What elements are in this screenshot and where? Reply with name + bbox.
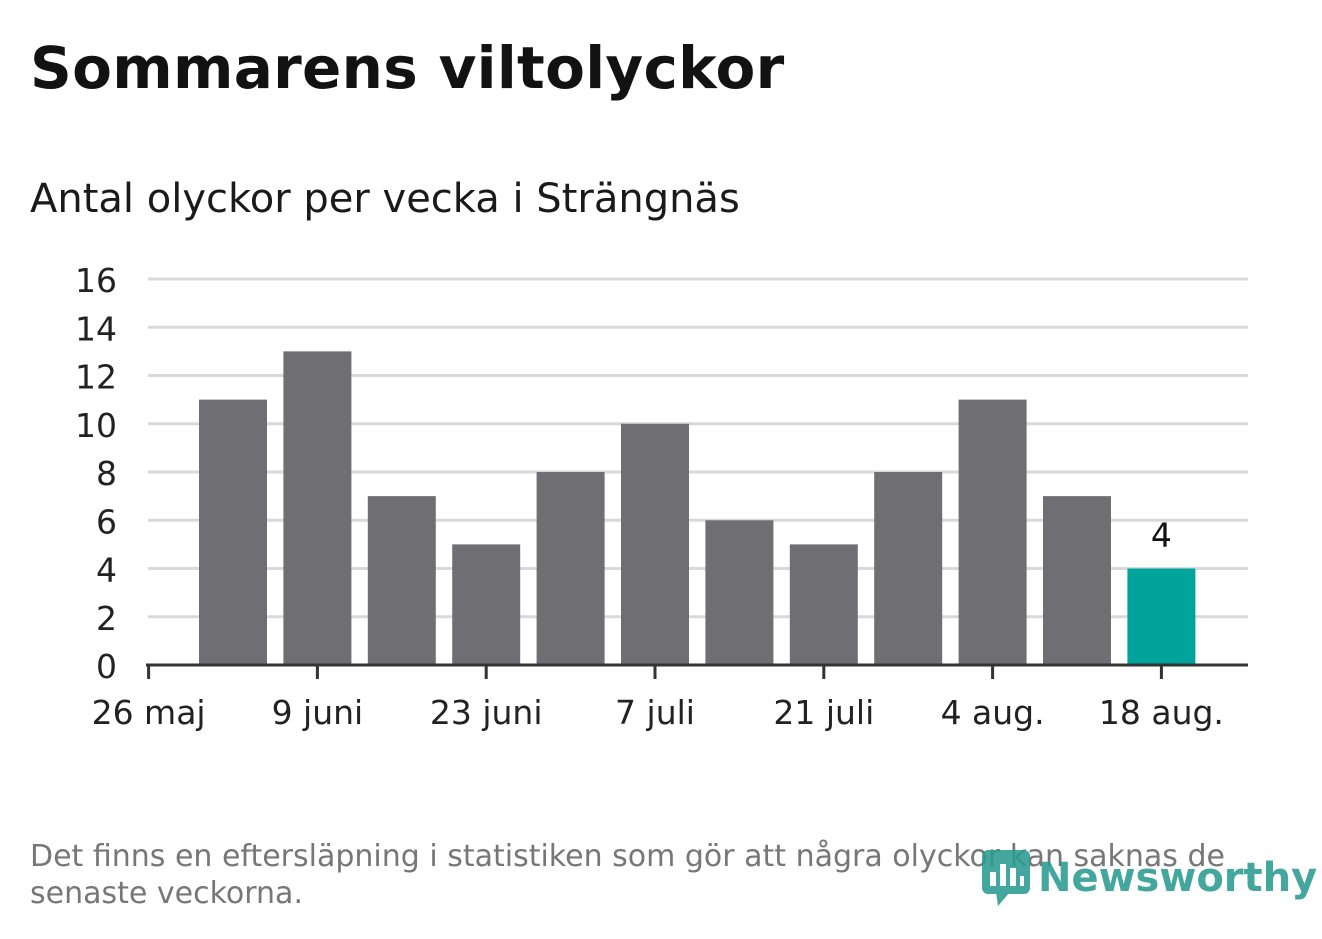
newsworthy-logo-icon [982,850,1030,906]
bar [621,423,689,665]
bar [1127,568,1196,665]
x-tick-label: 9 juni [272,693,364,732]
bar [367,496,436,665]
bar [1043,496,1111,665]
bar-chart: 0 2 4 6 8 10 12 14 16 4 26 maj 9 juni 23 juni 7 juli 2… [75,261,1248,732]
bar [789,544,858,665]
bar [705,520,774,665]
x-tick-label: 7 juli [615,693,695,732]
bar [958,399,1027,665]
newsworthy-logo: Newsworthy [980,846,1317,910]
y-tick-label: 12 [75,358,117,397]
y-tick-label: 16 [75,261,117,300]
y-tick-label: 0 [96,647,117,686]
bar [536,472,605,665]
x-tick-label: 4 aug. [941,693,1045,732]
bar [452,544,521,665]
y-tick-label: 4 [96,551,117,590]
bar [874,472,943,665]
chart-subtitle: Antal olyckor per vecka i Strängnäs [30,176,740,222]
data-label: 4 [1151,516,1172,555]
x-tick-label: 21 juli [773,693,874,732]
bar [283,351,352,665]
y-tick-label: 8 [96,454,117,493]
y-tick-label: 2 [96,599,117,638]
chart-title: Sommarens viltolyckor [30,34,785,102]
x-tick-label: 18 aug. [1099,693,1224,732]
x-tick-label: 23 juni [430,693,543,732]
y-tick-label: 6 [96,502,117,541]
bar [199,399,267,665]
x-tick-label: 26 maj [92,693,206,732]
y-tick-label: 14 [75,309,117,348]
y-tick-label: 10 [75,406,117,445]
logo-text: Newsworthy [1038,855,1318,901]
